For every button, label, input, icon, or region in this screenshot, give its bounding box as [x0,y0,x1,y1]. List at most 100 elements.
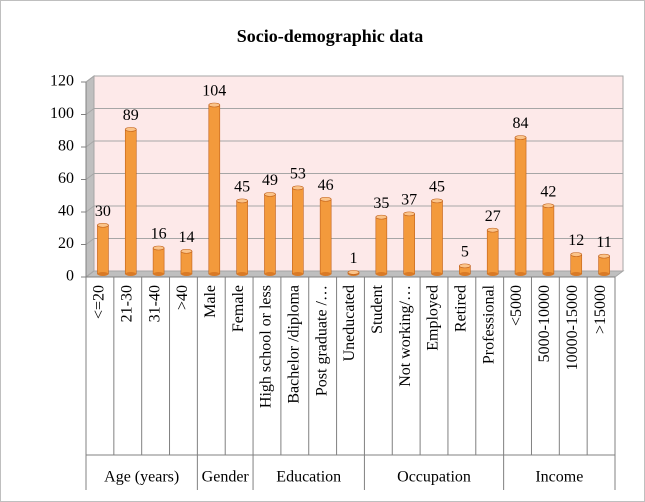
y-tick-label: 60 [58,170,74,187]
value-label: 27 [485,208,501,225]
value-label: 104 [202,83,226,100]
bar [236,198,248,276]
bar-top [347,270,360,275]
bar-base [570,272,582,276]
value-label: 53 [290,166,306,183]
value-label: 1 [350,250,358,267]
bar [403,211,415,276]
x-tick-label: 21-30 [118,285,135,322]
value-label: 35 [373,195,389,212]
y-tick-label: 0 [66,268,74,285]
x-tick-label: 31-40 [146,285,163,322]
bar-top [598,253,610,259]
bar-base [403,272,415,276]
bar-body [124,129,137,275]
bar-base [292,272,304,276]
bar-top [292,185,304,191]
grid-line-side [85,108,95,115]
bar-body [403,213,415,275]
value-label: 37 [401,192,417,209]
bar-body [180,250,193,275]
bar-body [292,187,304,275]
bar [124,127,137,276]
bar-body [431,200,443,275]
bar-top [459,263,471,269]
bar-base [459,272,471,276]
x-tick-label: 5000-10000 [536,285,553,362]
x-tick-label: Bachelor /diploma [285,285,302,404]
y-tick-label: 120 [50,73,74,90]
value-label: 11 [596,234,611,251]
y-tick-label: 80 [58,138,74,155]
bar-base [487,272,499,276]
bar-top [431,198,443,204]
bar-base [515,272,527,276]
x-tick-label: Male [202,285,219,318]
x-tick-label: Not working/… [397,285,414,387]
bar-top [403,211,415,217]
bar-body [514,137,527,275]
grid-line-side [85,205,95,213]
bar-top [264,192,276,197]
bar-base [97,272,109,276]
value-label: 12 [568,232,584,249]
bar-body [570,254,583,275]
grid-line-side [85,140,95,148]
chart-title: Socio-demographic data [237,26,424,46]
bar-base [180,272,192,276]
y-tick-label: 40 [58,203,74,220]
bar-body [97,224,109,275]
bar [542,203,555,276]
bar-body [319,198,332,275]
bar [264,192,276,276]
bar [431,198,443,276]
bar-base [375,272,387,276]
x-tick-label: Student [369,284,386,333]
bar [180,248,193,276]
grid-line-side [85,238,95,245]
bar-top [319,196,332,202]
bar [152,245,165,276]
x-tick-label: <=20 [91,285,108,319]
grid-line-side [85,173,95,180]
value-label: 14 [178,229,194,246]
bar [97,222,109,276]
bar-top [236,198,248,204]
bar-body [542,205,555,275]
bar-body [236,200,248,275]
bar-top [124,127,137,132]
x-tick-label: Retired [453,285,470,332]
bar-body [375,216,388,275]
bar-top [97,222,109,228]
value-label: 16 [151,226,167,243]
x-tick-label: <5000 [508,285,525,326]
x-tick-label: 10000-15000 [564,285,581,370]
bar-top [486,227,499,233]
x-tick-label: Employed [425,285,442,351]
group-label: Gender [202,469,250,486]
bar [208,102,221,276]
bar-base [320,272,332,276]
value-label: 42 [540,183,556,200]
bar [459,263,471,276]
value-label: 84 [513,115,529,132]
bar [570,252,583,276]
bar-base [264,272,276,276]
value-label: 5 [461,244,469,261]
x-tick-label: >40 [174,285,191,310]
bar-base [598,272,610,276]
value-label: 30 [95,203,111,220]
bar-base [153,272,165,276]
bar-body [208,104,221,275]
x-tick-label: High school or less [258,285,275,408]
value-label: 89 [123,107,139,124]
bar-base [431,272,443,276]
x-tick-label: Post graduate /… [313,285,330,396]
x-tick-label: Uneducated [341,285,358,361]
bar-base [542,272,554,276]
y-tick-label: 100 [50,105,74,122]
bar-base [208,272,220,276]
bar [375,214,388,276]
bar-top [570,252,583,257]
